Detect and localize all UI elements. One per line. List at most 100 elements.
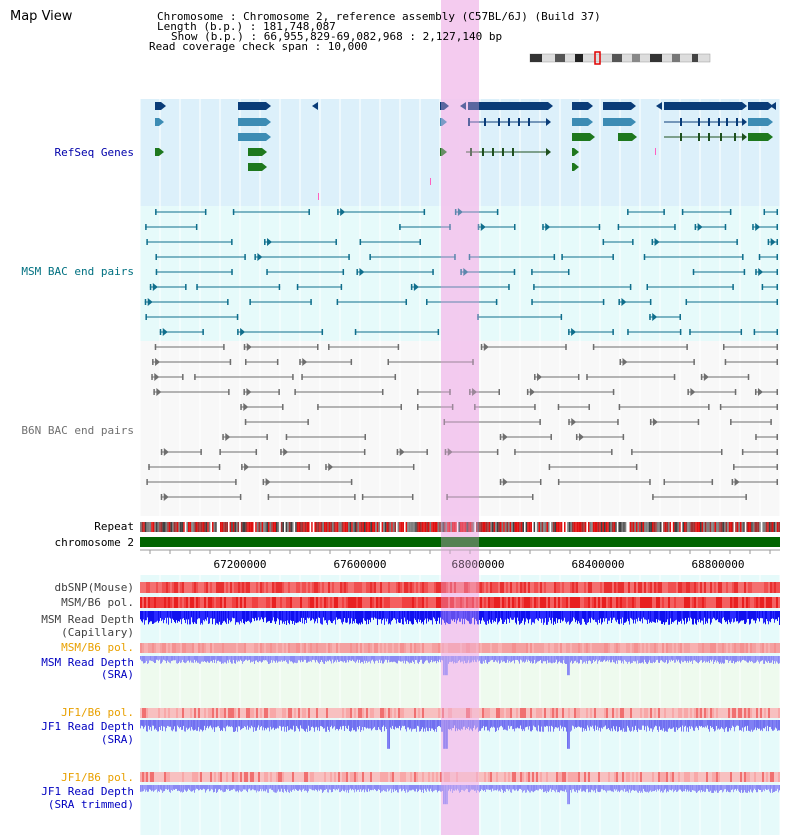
refseq-gene[interactable] <box>572 148 579 156</box>
b6n-bac-pair[interactable] <box>592 344 688 350</box>
b6n-bac-pair[interactable] <box>325 463 415 471</box>
track-label-b6n-bac[interactable]: B6N BAC end pairs <box>21 424 134 437</box>
msm-bac-pair[interactable] <box>692 269 746 275</box>
b6n-bac-pair[interactable] <box>417 404 454 410</box>
msm-bac-pair[interactable] <box>758 254 778 260</box>
refseq-gene[interactable] <box>440 148 447 156</box>
msm-bac-pair[interactable] <box>337 208 426 216</box>
msm-bac-pair[interactable] <box>752 223 778 231</box>
b6n-bac-pair[interactable] <box>328 344 400 350</box>
msm-bac-pair[interactable] <box>477 223 516 231</box>
b6n-bac-pair[interactable] <box>754 388 778 396</box>
refseq-gene[interactable] <box>468 102 553 110</box>
b6n-bac-pair[interactable] <box>719 404 778 410</box>
b6n-bac-pair[interactable] <box>361 494 414 500</box>
b6n-bac-pair[interactable] <box>154 344 225 350</box>
b6n-bac-pair[interactable] <box>294 389 384 395</box>
b6n-bac-pair[interactable] <box>480 343 567 351</box>
msm-bac-pair[interactable] <box>155 254 246 260</box>
msm-bac-pair[interactable] <box>767 238 778 246</box>
msm-bac-pair[interactable] <box>531 299 605 305</box>
msm-bac-pair[interactable] <box>359 239 421 245</box>
msm-bac-pair[interactable] <box>618 298 652 306</box>
msm-bac-pair[interactable] <box>410 283 510 291</box>
msm-bac-pair[interactable] <box>399 224 451 230</box>
b6n-bac-pair[interactable] <box>160 493 242 501</box>
msm-bac-pair[interactable] <box>761 284 778 290</box>
b6n-bac-pair[interactable] <box>243 388 280 396</box>
b6n-bac-pair[interactable] <box>219 449 258 455</box>
track-label-msm-bac[interactable]: MSM BAC end pairs <box>21 265 134 278</box>
b6n-bac-pair[interactable] <box>723 344 778 350</box>
msm-bac-pair[interactable] <box>266 269 345 275</box>
refseq-gene[interactable] <box>248 148 267 156</box>
refseq-gene[interactable] <box>440 118 447 126</box>
msm-bac-pair[interactable] <box>542 223 601 231</box>
b6n-bac-pair[interactable] <box>240 403 284 411</box>
refseq-gene[interactable] <box>664 133 747 141</box>
msm-bac-pair[interactable] <box>468 254 556 260</box>
b6n-bac-pair[interactable] <box>557 404 590 410</box>
refseq-gene[interactable] <box>664 118 747 126</box>
b6n-bac-pair[interactable] <box>416 389 451 395</box>
msm-bac-pair[interactable] <box>354 329 440 335</box>
b6n-bac-pair[interactable] <box>526 388 615 396</box>
msm-bac-pair[interactable] <box>155 269 233 275</box>
msm-bac-pair[interactable] <box>149 283 187 291</box>
refseq-gene[interactable] <box>468 118 551 126</box>
b6n-bac-pair[interactable] <box>724 359 778 365</box>
b6n-bac-pair[interactable] <box>649 418 700 426</box>
msm-bac-pair[interactable] <box>685 299 778 305</box>
b6n-bac-pair[interactable] <box>474 404 536 410</box>
msm-bac-pair[interactable] <box>477 314 563 320</box>
refseq-gene[interactable] <box>572 118 593 126</box>
msm-bac-pair[interactable] <box>196 284 281 290</box>
msm-bac-pair[interactable] <box>694 223 727 231</box>
refseq-gene[interactable] <box>248 163 267 171</box>
msm-bac-pair[interactable] <box>627 329 682 335</box>
b6n-bac-pair[interactable] <box>514 449 613 455</box>
b6n-bac-pair[interactable] <box>396 448 428 456</box>
msm-bac-pair[interactable] <box>144 298 229 306</box>
msm-bac-pair[interactable] <box>763 209 778 215</box>
b6n-bac-pair[interactable] <box>700 373 750 381</box>
b6n-bac-pair[interactable] <box>146 479 237 485</box>
msm-bac-pair[interactable] <box>146 239 233 245</box>
b6n-bac-pair[interactable] <box>499 478 542 486</box>
b6n-bac-pair[interactable] <box>499 433 552 441</box>
msm-bac-pair[interactable] <box>145 314 239 320</box>
b6n-bac-pair[interactable] <box>733 464 778 470</box>
b6n-bac-pair[interactable] <box>280 448 366 456</box>
msm-bac-pair[interactable] <box>531 269 570 275</box>
b6n-bac-pair[interactable] <box>387 359 474 365</box>
refseq-gene[interactable] <box>603 102 636 110</box>
msm-bac-pair[interactable] <box>254 253 350 261</box>
b6n-bac-pair[interactable] <box>222 433 268 441</box>
b6n-bac-pair[interactable] <box>557 479 651 485</box>
refseq-gene[interactable] <box>572 163 579 171</box>
msm-bac-pair[interactable] <box>755 268 778 276</box>
msm-bac-pair[interactable] <box>369 254 456 260</box>
refseq-gene[interactable] <box>748 102 773 110</box>
refseq-gene[interactable] <box>155 118 164 126</box>
msm-bac-pair[interactable] <box>643 254 744 260</box>
refseq-gene[interactable] <box>748 133 773 141</box>
msm-bac-pair[interactable] <box>681 209 732 215</box>
msm-bac-pair[interactable] <box>356 268 434 276</box>
b6n-bac-pair[interactable] <box>741 449 778 455</box>
msm-bac-pair[interactable] <box>145 224 198 230</box>
b6n-bac-pair[interactable] <box>534 373 580 381</box>
refseq-gene[interactable] <box>618 133 637 141</box>
b6n-bac-pair[interactable] <box>244 359 279 365</box>
b6n-bac-pair[interactable] <box>267 494 356 500</box>
msm-bac-pair[interactable] <box>454 208 499 216</box>
refseq-gene[interactable] <box>572 102 593 110</box>
refseq-gene[interactable] <box>238 118 271 126</box>
msm-bac-pair[interactable] <box>232 209 310 215</box>
b6n-bac-pair[interactable] <box>444 448 499 456</box>
b6n-bac-pair[interactable] <box>301 374 397 380</box>
b6n-bac-pair[interactable] <box>663 479 714 485</box>
chromosome-bar[interactable] <box>140 537 780 547</box>
b6n-bac-pair[interactable] <box>244 419 309 425</box>
b6n-bac-pair[interactable] <box>443 419 541 425</box>
